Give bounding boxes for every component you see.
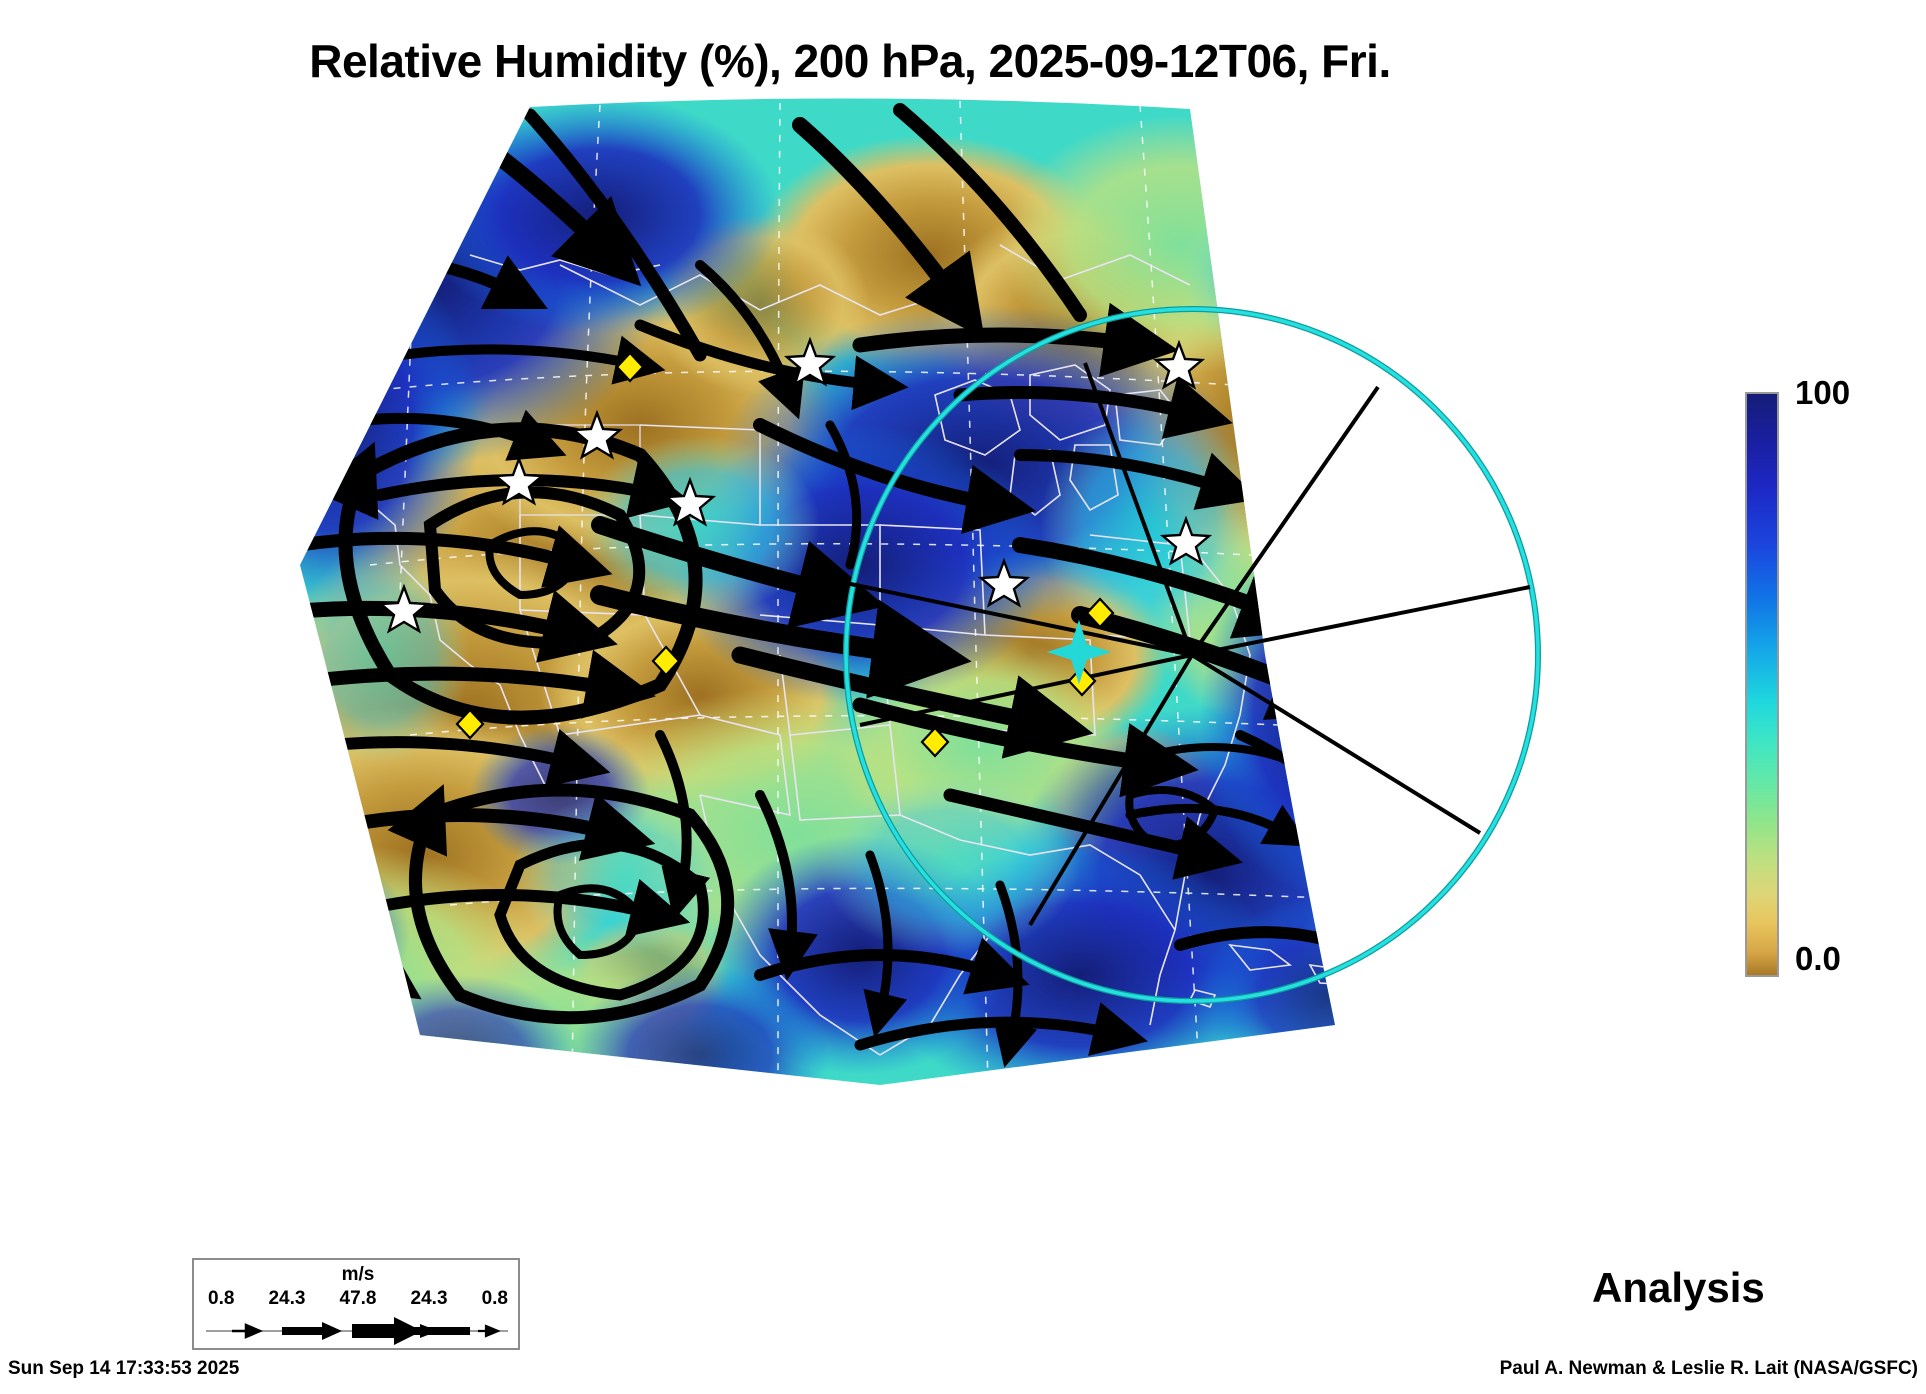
weather-map[interactable] <box>0 95 1700 1105</box>
wind-tick-3: 24.3 <box>410 1288 448 1309</box>
range-ring-overlay <box>835 306 1541 1004</box>
wind-units-label: m/s <box>341 1264 375 1285</box>
wind-tick-4: 0.8 <box>481 1288 508 1309</box>
colorbar-gradient <box>1745 392 1779 977</box>
humidity-field <box>300 98 1335 1085</box>
range-ring <box>844 307 1540 1003</box>
colorbar-min-label: 0.0 <box>1795 940 1841 977</box>
wind-speed-legend: m/s 0.8 24.3 47.8 24.3 0.8 <box>192 1258 520 1350</box>
star-marker[interactable] <box>377 336 1213 634</box>
credit-label: Paul A. Newman & Leslie R. Lait (NASA/GS… <box>1499 1358 1918 1379</box>
colorbar-max-label: 100 <box>1795 374 1851 411</box>
radial-lines <box>835 362 1531 927</box>
wind-tick-labels: 0.8 24.3 47.8 24.3 0.8 <box>194 1288 522 1310</box>
colorbar: 100 0.0 <box>1740 370 1926 990</box>
wind-tick-1: 24.3 <box>268 1288 306 1309</box>
page-title: Relative Humidity (%), 200 hPa, 2025-09-… <box>309 35 1391 87</box>
site-marker[interactable] <box>455 351 1115 758</box>
timestamp-label: Sun Sep 14 17:33:53 2025 <box>8 1358 240 1379</box>
station-markers[interactable] <box>377 336 1213 758</box>
wind-tick-2: 47.8 <box>339 1288 377 1309</box>
wind-arrow-scale-icon <box>206 1317 508 1345</box>
map-panel[interactable] <box>0 95 1700 1105</box>
analysis-label: Analysis <box>1592 1264 1765 1311</box>
center-star-marker[interactable] <box>1046 619 1112 685</box>
wind-tick-0: 0.8 <box>208 1288 235 1309</box>
